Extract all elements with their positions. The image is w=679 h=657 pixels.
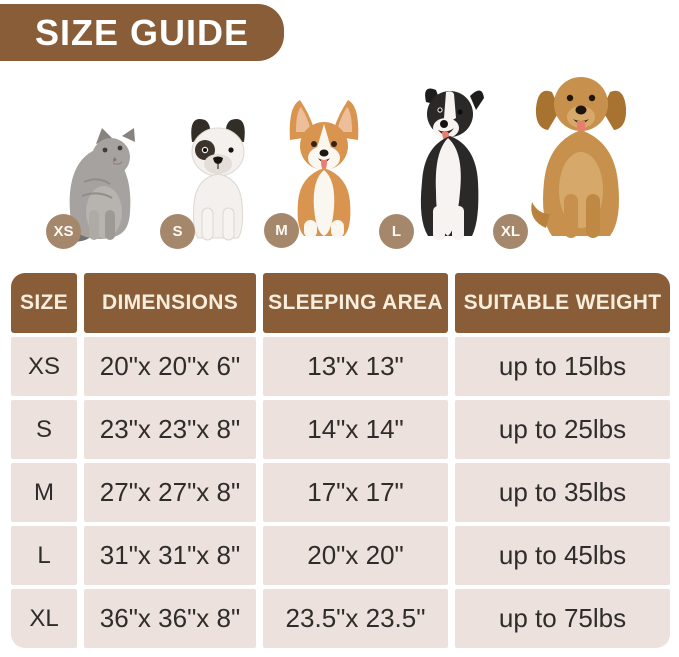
size-badge-xs: XS (46, 214, 81, 249)
table-cell: up to 75lbs (455, 589, 670, 648)
table-cell: up to 25lbs (455, 400, 670, 459)
table-cell: up to 45lbs (455, 526, 670, 585)
table-cell: 31"x 31"x 8" (84, 526, 256, 585)
column-header-dimensions: DIMENSIONS (84, 273, 256, 333)
table-cell: 20"x 20" (263, 526, 448, 585)
table-cell: XL (11, 589, 77, 648)
table-cell: 17"x 17" (263, 463, 448, 522)
pet-photo-french-bulldog-s (178, 112, 260, 244)
table-cell: up to 35lbs (455, 463, 670, 522)
table-cell: S (11, 400, 77, 459)
column-header-size: SIZE (11, 273, 77, 333)
size-table: SIZE DIMENSIONS SLEEPING AREA SUITABLE W… (11, 273, 670, 648)
size-badge-xl: XL (493, 214, 528, 249)
pet-photo-border-collie-l (402, 82, 496, 244)
size-badge-l: L (379, 214, 414, 249)
cat-illustration (52, 128, 135, 242)
table-cell: L (11, 526, 77, 585)
table-cell: 36"x 36"x 8" (84, 589, 256, 648)
pet-photo-golden-retriever-xl (522, 62, 640, 244)
table-cell: M (11, 463, 77, 522)
table-cell: 23.5"x 23.5" (263, 589, 448, 648)
table-cell: XS (11, 337, 77, 396)
column-header-sleeping-area: SLEEPING AREA (263, 273, 448, 333)
title-banner: SIZE GUIDE (0, 4, 284, 61)
column-header-suitable-weight: SUITABLE WEIGHT (455, 273, 670, 333)
table-cell: up to 15lbs (455, 337, 670, 396)
pet-photo-corgi-m (274, 96, 374, 244)
golden-retriever-illustration (531, 77, 627, 238)
page-title: SIZE GUIDE (34, 11, 250, 53)
table-cell: 13"x 13" (263, 337, 448, 396)
pet-photo-cat-xs (50, 126, 150, 244)
size-badge-s: S (160, 214, 195, 249)
border-collie-illustration (420, 88, 484, 240)
table-cell: 20"x 20"x 6" (84, 337, 256, 396)
table-cell: 23"x 23"x 8" (84, 400, 256, 459)
french-bulldog-illustration (191, 118, 245, 241)
table-cell: 14"x 14" (263, 400, 448, 459)
table-cell: 27"x 27"x 8" (84, 463, 256, 522)
corgi-illustration (289, 100, 359, 238)
size-badge-m: M (264, 213, 299, 248)
